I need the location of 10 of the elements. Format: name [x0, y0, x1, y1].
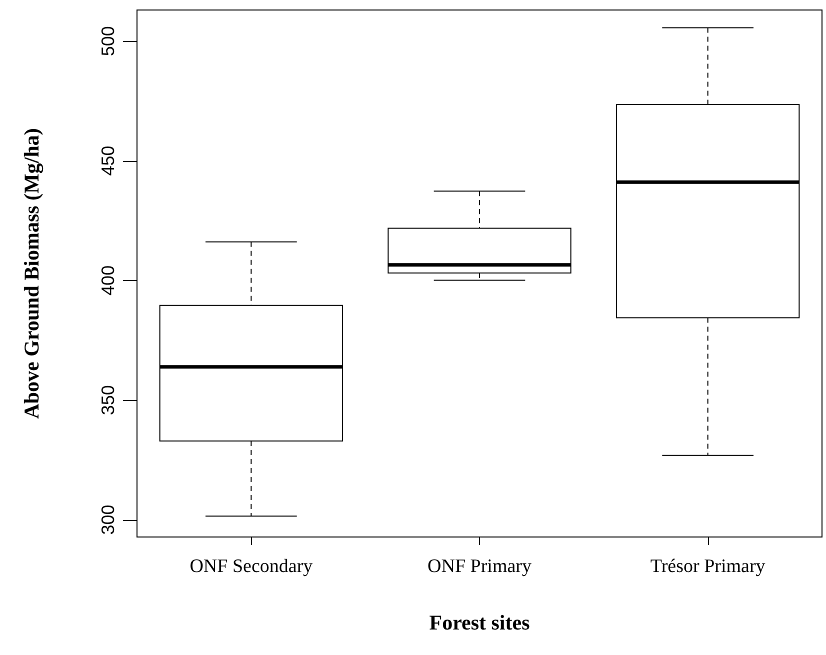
- y-tick-label: 300: [98, 504, 118, 535]
- x-tick-label: ONF Primary: [428, 556, 532, 577]
- x-axis-title: Forest sites: [429, 610, 530, 634]
- y-tick-label: 450: [98, 146, 118, 176]
- y-tick-label: 500: [98, 26, 118, 56]
- y-axis-title: Above Ground Biomass (Mg/ha): [20, 128, 44, 419]
- y-tick-label: 400: [98, 265, 118, 296]
- y-tick-label: 350: [98, 385, 118, 416]
- x-tick-label: Trésor Primary: [650, 556, 766, 577]
- x-tick-label: ONF Secondary: [190, 556, 314, 577]
